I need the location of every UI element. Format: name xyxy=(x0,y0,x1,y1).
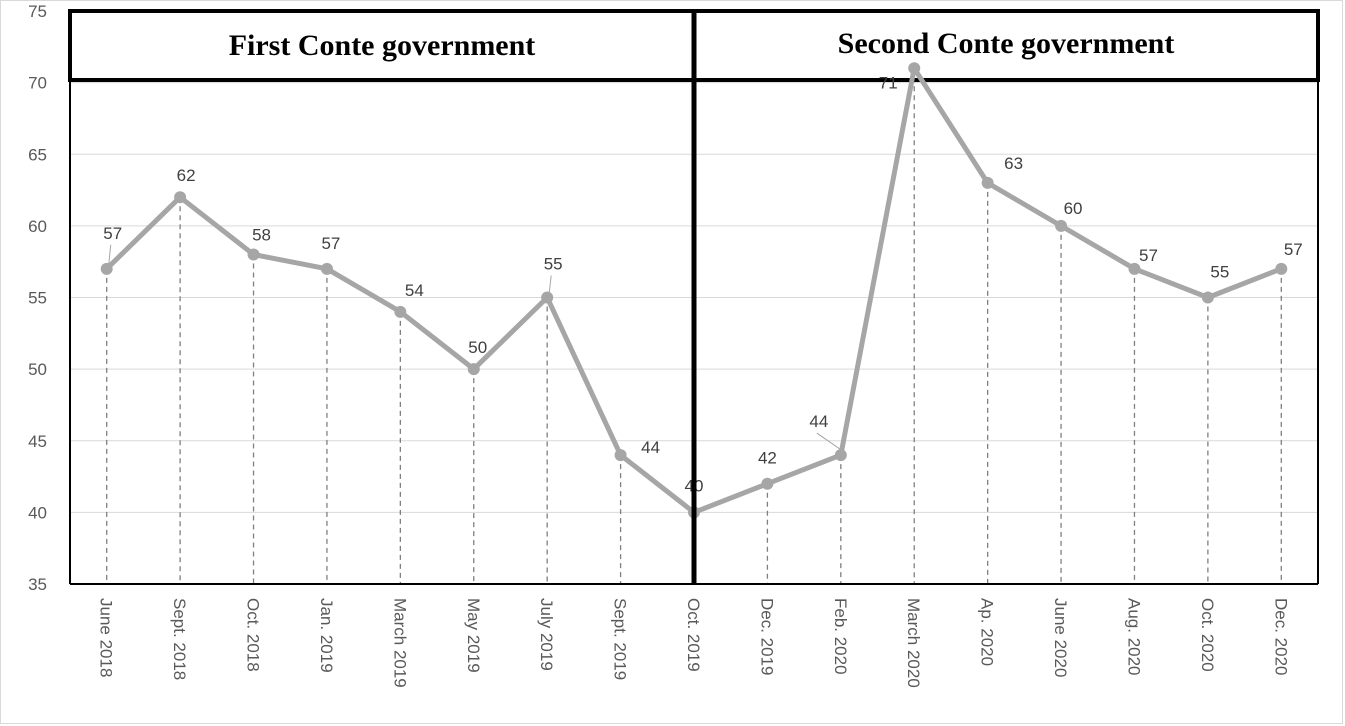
x-tick-label: Jan. 2019 xyxy=(317,598,336,673)
y-tick-label: 70 xyxy=(28,74,47,93)
data-label: 54 xyxy=(405,281,424,300)
x-tick-label: Oct. 2019 xyxy=(684,598,703,672)
label-leader xyxy=(108,244,112,265)
y-tick-label: 65 xyxy=(28,145,47,164)
panel-title-first: First Conte government xyxy=(229,29,536,62)
x-tick-label: Dec. 2020 xyxy=(1271,598,1290,676)
y-tick-label: 60 xyxy=(28,217,47,236)
data-point xyxy=(614,449,627,462)
x-axis: June 2018 Sept. 2018 Oct. 2018 Jan. 2019 Mar… xyxy=(97,598,1291,688)
data-point xyxy=(981,176,994,189)
x-tick-label: Sept. 2019 xyxy=(611,598,630,680)
x-tick-label: March 2019 xyxy=(390,598,409,688)
data-point xyxy=(174,191,187,204)
data-label: 62 xyxy=(177,166,196,185)
data-label: 71 xyxy=(879,73,898,92)
data-label: 44 xyxy=(809,412,828,431)
x-tick-label: June 2018 xyxy=(97,598,116,677)
data-point xyxy=(761,477,774,490)
data-label: 60 xyxy=(1064,199,1083,218)
data-label: 50 xyxy=(468,338,487,357)
x-tick-label: Feb. 2020 xyxy=(831,598,850,675)
data-point xyxy=(394,305,407,318)
data-label: 44 xyxy=(641,438,660,457)
x-tick-label: Oct. 2018 xyxy=(244,598,263,672)
data-point xyxy=(1128,262,1141,275)
data-label: 57 xyxy=(1139,246,1158,265)
x-tick-label: July 2019 xyxy=(537,598,556,671)
data-label: 57 xyxy=(321,234,340,253)
x-tick-label: Dec. 2019 xyxy=(757,598,776,676)
data-label: 42 xyxy=(758,449,777,468)
x-tick-label: Ap. 2020 xyxy=(978,598,997,666)
label-leader xyxy=(548,275,552,294)
data-point xyxy=(247,248,260,261)
data-label: 57 xyxy=(103,224,122,243)
data-label: 57 xyxy=(1284,240,1303,259)
data-label: 55 xyxy=(544,255,563,274)
y-tick-label: 50 xyxy=(28,360,47,379)
series: 5762585754505544404244716360575557 xyxy=(100,62,1303,519)
data-point xyxy=(1055,219,1068,232)
panel-title-second: Second Conte government xyxy=(838,27,1175,60)
y-tick-label: 35 xyxy=(28,575,47,594)
data-label: 63 xyxy=(1004,154,1023,173)
data-label: 58 xyxy=(252,226,271,245)
y-tick-label: 55 xyxy=(28,289,47,308)
x-tick-label: Oct. 2020 xyxy=(1198,598,1217,672)
data-point xyxy=(908,62,921,75)
data-point xyxy=(320,262,333,275)
data-label: 55 xyxy=(1210,263,1229,282)
y-tick-label: 45 xyxy=(28,432,47,451)
x-tick-label: May 2019 xyxy=(464,598,483,673)
data-point xyxy=(100,262,113,275)
x-tick-label: Aug. 2020 xyxy=(1124,598,1143,676)
data-point xyxy=(1201,291,1214,304)
panel-second-box xyxy=(692,9,1320,82)
label-leader xyxy=(816,432,844,452)
data-point xyxy=(1275,262,1288,275)
data-point xyxy=(834,449,847,462)
x-tick-label: Sept. 2018 xyxy=(170,598,189,680)
x-tick-label: March 2020 xyxy=(904,598,923,688)
y-axis: 35 40 45 50 55 60 65 70 75 xyxy=(28,2,1319,594)
data-point xyxy=(541,291,554,304)
y-tick-label: 40 xyxy=(28,503,47,522)
y-tick-label: 75 xyxy=(28,2,47,21)
drop-lines xyxy=(106,68,1282,584)
data-point xyxy=(467,363,480,376)
x-tick-label: June 2020 xyxy=(1051,598,1070,677)
